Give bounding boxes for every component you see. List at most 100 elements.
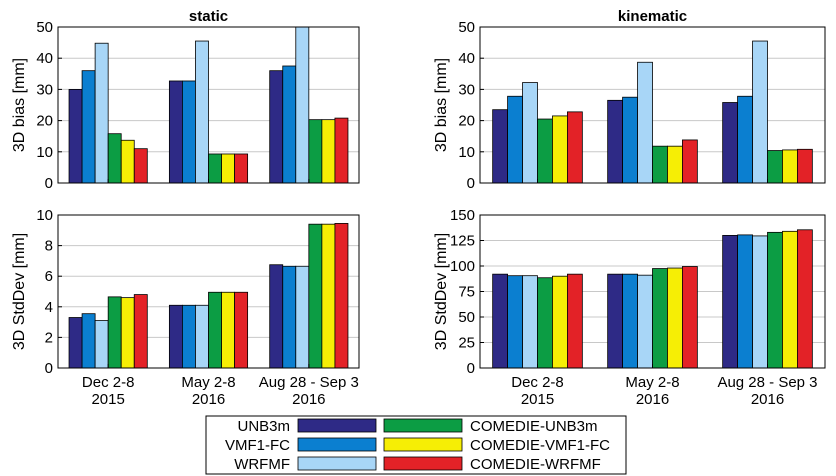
- x-tick-label: 2016: [292, 391, 325, 408]
- bar: [334, 117, 349, 184]
- y-axis-label: 3D StdDev [mm]: [433, 233, 450, 350]
- bar: [637, 61, 653, 184]
- bar: [752, 235, 768, 369]
- bar: [221, 291, 235, 369]
- bar: [682, 266, 698, 369]
- bar: [667, 145, 683, 184]
- bar: [81, 70, 96, 184]
- y-tick-label: 8: [45, 238, 53, 255]
- bar: [567, 273, 583, 369]
- legend-label: COMEDIE-UNB3m: [470, 418, 598, 435]
- bar: [208, 153, 222, 184]
- x-tick-label: 2015: [91, 391, 124, 408]
- bar: [507, 95, 523, 184]
- y-tick-label: 2: [45, 329, 53, 346]
- bar: [195, 40, 209, 184]
- bar: [308, 223, 323, 369]
- bar: [752, 40, 768, 184]
- y-tick-label: 30: [458, 81, 475, 98]
- bar: [168, 80, 183, 184]
- bar: [81, 313, 96, 369]
- bar: [234, 291, 249, 369]
- bar: [321, 223, 336, 369]
- y-axis-label: 3D bias [mm]: [433, 58, 450, 152]
- y-tick-label: 4: [45, 299, 53, 316]
- y-tick-label: 125: [450, 233, 475, 250]
- x-tick-label: 2016: [751, 391, 784, 408]
- bar: [120, 297, 135, 369]
- bar: [737, 234, 753, 369]
- bar: [552, 115, 568, 184]
- bar: [94, 320, 109, 369]
- y-tick-label: 50: [458, 19, 475, 36]
- y-tick-label: 0: [45, 360, 53, 377]
- bar: [120, 139, 135, 184]
- x-tick-label: Aug 28 - Sep 3: [717, 374, 817, 391]
- y-tick-label: 25: [458, 335, 475, 352]
- legend-swatch: [297, 456, 377, 471]
- y-tick-label: 75: [458, 284, 475, 301]
- legend-label: COMEDIE-VMF1-FC: [470, 437, 610, 454]
- bar: [652, 268, 668, 369]
- bar: [295, 265, 310, 369]
- bar: [234, 153, 249, 184]
- legend-label: VMF1-FC: [225, 437, 290, 454]
- bar: [282, 265, 297, 369]
- bar: [667, 267, 683, 369]
- bar: [797, 148, 813, 184]
- bar: [567, 111, 583, 184]
- bar: [334, 223, 349, 369]
- bar: [94, 42, 109, 184]
- bar: [797, 229, 813, 369]
- bar: [607, 99, 624, 184]
- bar: [221, 153, 235, 184]
- y-tick-label: 40: [458, 50, 475, 67]
- chart-panel-1: 0 10 20 30 40 50 kinematic 3D bias [mm]: [433, 8, 826, 192]
- x-tick-label: Dec 2-8: [511, 374, 564, 391]
- bar: [507, 275, 523, 369]
- bar: [321, 119, 336, 184]
- y-tick-label: 20: [36, 113, 53, 130]
- bar: [782, 149, 798, 184]
- y-tick-label: 50: [458, 309, 475, 326]
- y-axis-label: 3D StdDev [mm]: [11, 233, 28, 350]
- bar: [133, 148, 148, 184]
- chart-panel-0: 0 10 20 30 40 50 static 3D bias [mm]: [11, 8, 360, 192]
- legend-swatch: [297, 437, 377, 452]
- bar: [552, 275, 568, 369]
- y-tick-label: 0: [45, 175, 53, 192]
- x-tick-label: May 2-8: [625, 374, 679, 391]
- bar: [168, 304, 183, 369]
- bar: [682, 139, 698, 184]
- bar: [522, 275, 538, 369]
- bar: [282, 65, 297, 184]
- legend-label: WRFMF: [234, 456, 290, 473]
- x-tick-label: 2016: [636, 391, 669, 408]
- legend-label: COMEDIE-WRFMF: [470, 456, 601, 473]
- y-tick-label: 20: [458, 113, 475, 130]
- bar: [308, 119, 323, 184]
- y-tick-label: 10: [36, 207, 53, 224]
- bar: [195, 304, 209, 369]
- y-axis-label: 3D bias [mm]: [11, 58, 28, 152]
- bar: [607, 273, 624, 369]
- bar: [637, 274, 653, 369]
- y-tick-label: 30: [36, 81, 53, 98]
- y-tick-label: 0: [467, 360, 475, 377]
- y-tick-label: 150: [450, 207, 475, 224]
- bar: [652, 145, 668, 184]
- chart-title: static: [189, 8, 228, 25]
- y-tick-label: 10: [36, 144, 53, 161]
- x-tick-label: 2016: [192, 391, 225, 408]
- y-tick-label: 0: [467, 175, 475, 192]
- x-tick-label: Aug 28 - Sep 3: [259, 374, 359, 391]
- plot-frame: [479, 26, 826, 184]
- bar: [722, 102, 739, 184]
- bar: [182, 80, 196, 184]
- y-tick-label: 40: [36, 50, 53, 67]
- bar: [492, 109, 508, 184]
